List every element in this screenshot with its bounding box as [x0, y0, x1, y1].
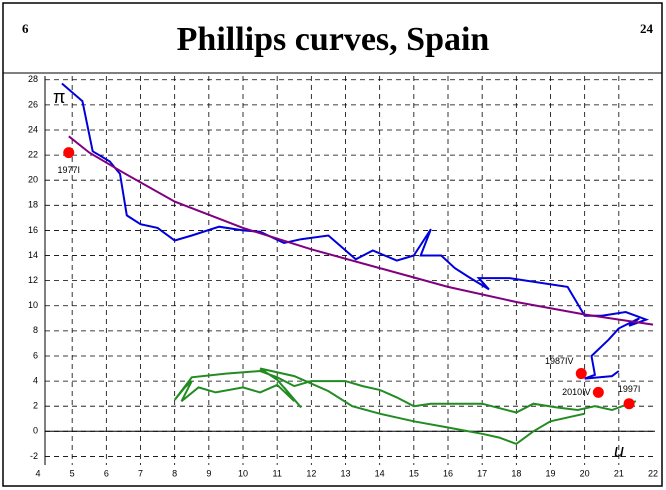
x-tick-label: 4 — [35, 468, 40, 478]
point-label: 2010IV — [562, 387, 591, 397]
highlight-point — [63, 147, 75, 159]
y-tick-label: 16 — [28, 225, 38, 235]
x-tick-label: 14 — [375, 468, 385, 478]
y-axis-label: π — [53, 87, 65, 107]
series-line — [61, 82, 650, 380]
point-label: 1977I — [57, 165, 80, 175]
x-tick-label: 20 — [580, 468, 590, 478]
page-number: 6 — [22, 21, 29, 36]
y-tick-label: 28 — [28, 74, 38, 84]
x-tick-label: 19 — [545, 468, 555, 478]
point-label: 1997I — [618, 384, 641, 394]
y-tick-label: 8 — [33, 325, 38, 335]
x-tick-label: 10 — [238, 468, 248, 478]
series-line — [68, 135, 654, 326]
x-tick-label: 5 — [70, 468, 75, 478]
x-tick-label: 15 — [409, 468, 419, 478]
y-tick-label: 18 — [28, 200, 38, 210]
highlight-point — [623, 398, 635, 410]
highlight-point — [592, 386, 604, 398]
chart-title: Phillips curves, Spain — [177, 21, 490, 58]
y-tick-label: 14 — [28, 250, 38, 260]
y-tick-label: -2 — [30, 451, 38, 461]
x-axis-label: u — [614, 441, 624, 461]
y-tick-label: 0 — [33, 426, 38, 436]
x-tick-label: 18 — [511, 468, 521, 478]
x-tick-label: 13 — [340, 468, 350, 478]
y-tick-label: 22 — [28, 149, 38, 159]
x-tick-label: 12 — [306, 468, 316, 478]
y-tick-label: 4 — [33, 375, 38, 385]
y-tick-label: 26 — [28, 99, 38, 109]
x-tick-label: 6 — [104, 468, 109, 478]
y-tick-label: 12 — [28, 275, 38, 285]
y-tick-label: 6 — [33, 350, 38, 360]
total-pages: 24 — [640, 21, 654, 36]
x-tick-label: 17 — [477, 468, 487, 478]
x-tick-label: 8 — [172, 468, 177, 478]
y-tick-label: 20 — [28, 175, 38, 185]
highlight-point — [575, 368, 587, 380]
y-tick-label: 10 — [28, 300, 38, 310]
point-label: 1987IV — [545, 356, 574, 366]
x-tick-label: 16 — [443, 468, 453, 478]
y-tick-label: 24 — [28, 124, 38, 134]
series-line — [173, 367, 637, 446]
x-tick-label: 7 — [138, 468, 143, 478]
y-tick-label: 2 — [33, 401, 38, 411]
x-tick-label: 9 — [206, 468, 211, 478]
x-tick-label: 22 — [648, 468, 658, 478]
x-tick-label: 21 — [614, 468, 624, 478]
x-tick-label: 11 — [272, 468, 281, 478]
